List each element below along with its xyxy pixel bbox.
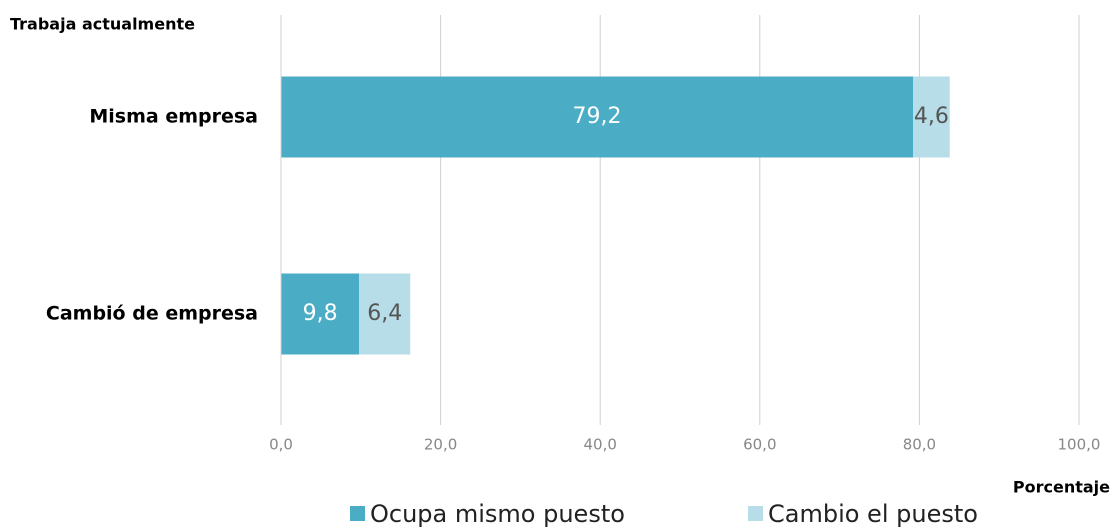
x-tick-label: 60,0 [743,436,776,454]
legend-label: Cambio el puesto [768,500,978,528]
data-label: 79,2 [573,104,622,129]
bar [281,76,914,158]
legend-label: Ocupa mismo puesto [370,500,625,528]
x-tick-label: 0,0 [269,436,293,454]
bar [359,273,411,355]
y-tick-label: Cambió de empresa [46,303,258,325]
legend-swatch [350,506,365,521]
bar [913,76,950,158]
data-label: 4,6 [914,104,949,129]
bar [281,273,360,355]
x-tick-label: 40,0 [583,436,616,454]
x-tick-label: 100,0 [1058,436,1101,454]
data-label: 6,4 [367,301,402,326]
x-tick-label: 80,0 [903,436,936,454]
y-axis-title: Trabaja actualmente [10,15,195,34]
x-tick-label: 20,0 [424,436,457,454]
data-label: 9,8 [303,301,338,326]
legend-swatch [748,506,763,521]
y-tick-label: Misma empresa [89,106,258,128]
x-axis-title: Porcentaje [1013,478,1110,497]
